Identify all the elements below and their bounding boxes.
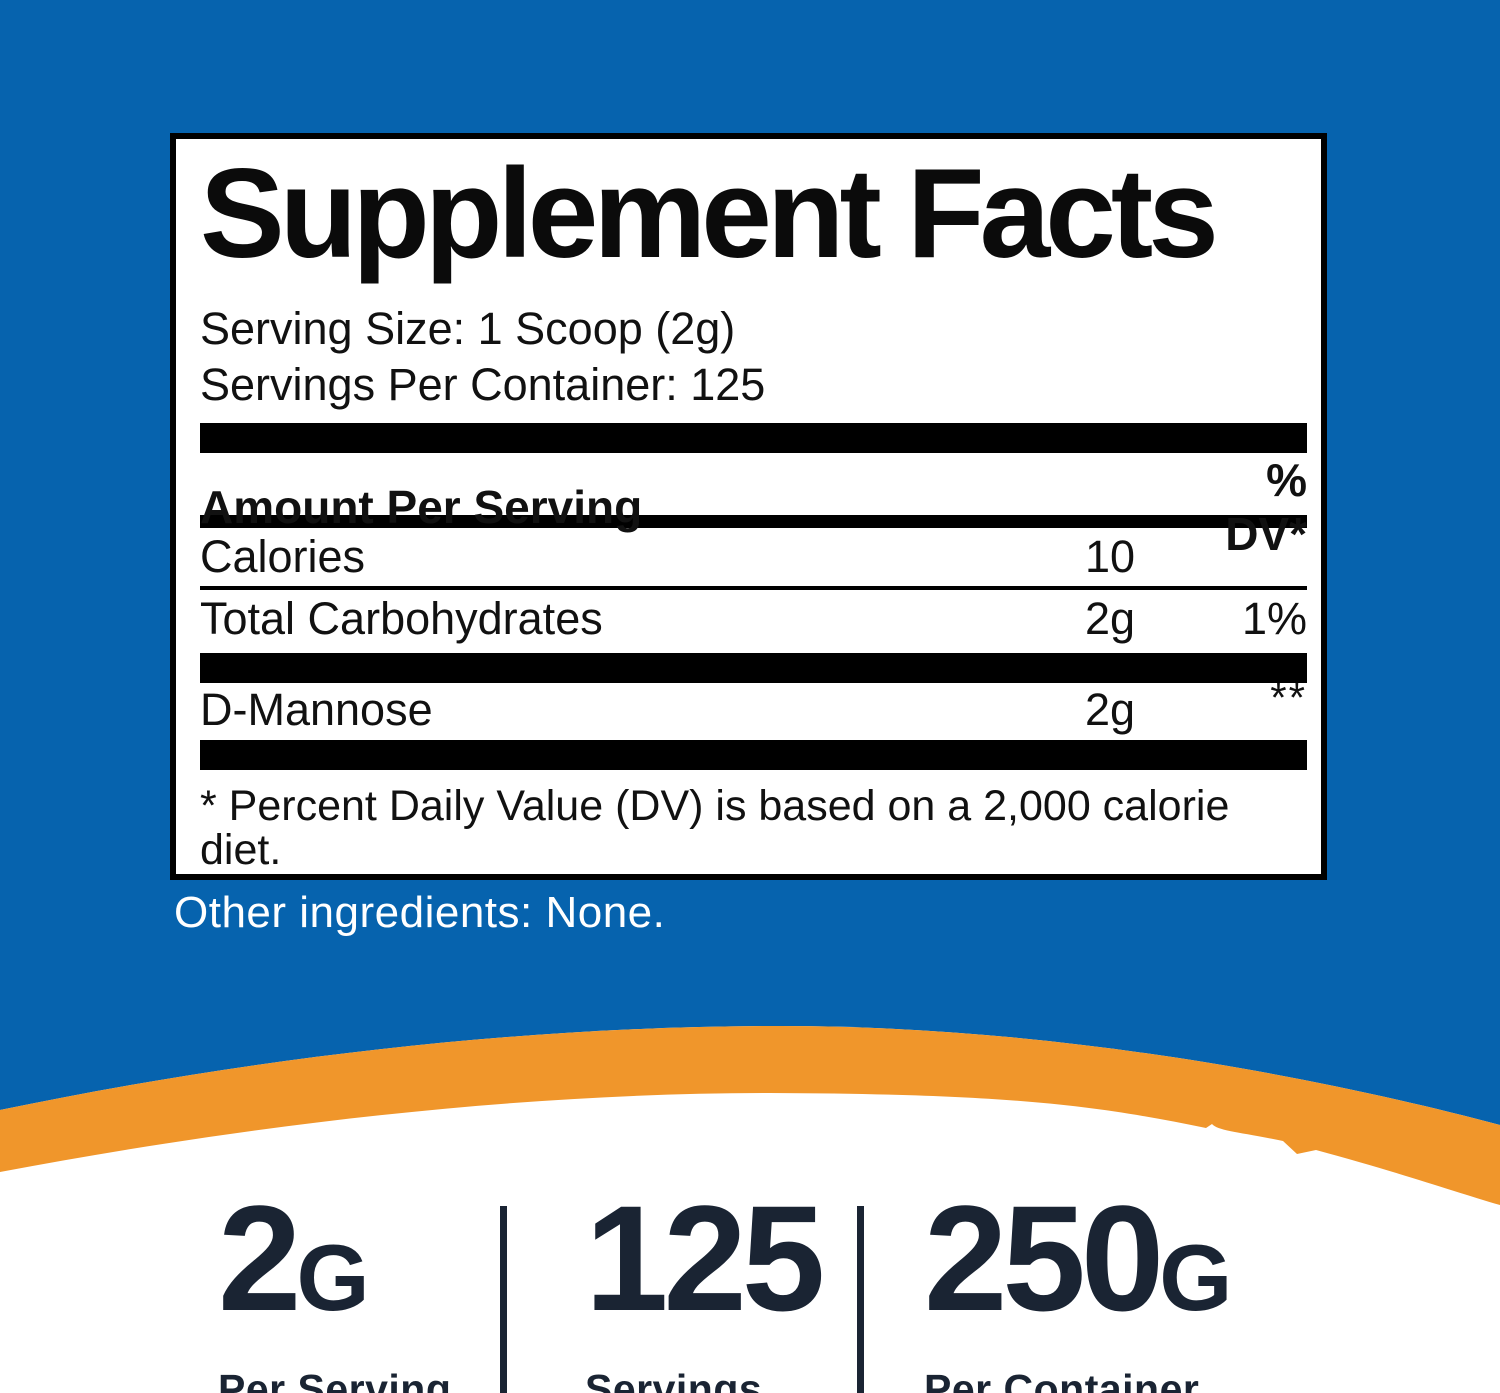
nutrient-name: D-Mannose xyxy=(200,684,433,735)
stat-label: Per Container xyxy=(924,1366,1200,1393)
nutrient-dv: ** xyxy=(1270,674,1307,721)
stat-value: 125 xyxy=(585,1183,825,1340)
panel-title: Supplement Facts xyxy=(200,142,1219,284)
supplement-facts-panel: Supplement Facts Serving Size: 1 Scoop (… xyxy=(170,133,1327,880)
stat-unit: G xyxy=(296,1225,369,1330)
stat-divider xyxy=(857,1206,864,1393)
stat-label: Per Serving xyxy=(218,1366,452,1393)
stat-number: 250 xyxy=(924,1174,1164,1342)
row-separator-line xyxy=(200,586,1307,590)
stat-value: 2G xyxy=(218,1183,451,1340)
divider-bar-thin xyxy=(200,515,1307,528)
table-row-total-carbohydrates: Total Carbohydrates 2g 1% xyxy=(200,590,1307,648)
stat-label: Servings xyxy=(585,1366,763,1393)
table-header-row: Amount Per Serving % DV* xyxy=(200,453,1307,560)
divider-bar-mid xyxy=(200,653,1307,683)
white-lower-area xyxy=(0,1026,1500,1393)
stat-value: 250G xyxy=(924,1183,1232,1340)
footnote-dv: * Percent Daily Value (DV) is based on a… xyxy=(200,782,1230,874)
stat-number: 2 xyxy=(218,1174,301,1342)
serving-size: Serving Size: 1 Scoop (2g) xyxy=(200,303,736,354)
other-ingredients: Other ingredients: None. xyxy=(174,888,666,937)
stat-number: 125 xyxy=(585,1174,825,1342)
footnote-not-established: ** Daily Value not established. xyxy=(200,872,1307,874)
amount-per-serving-header: Amount Per Serving xyxy=(200,481,643,533)
nutrient-name: Total Carbohydrates xyxy=(200,593,603,644)
nutrient-amount: 2g xyxy=(1085,684,1136,735)
nutrient-dv: 1% xyxy=(1241,593,1307,644)
table-row-d-mannose: D-Mannose 2g ** xyxy=(200,674,1307,737)
stat-per-container: 250G Per Container xyxy=(924,1183,1232,1393)
nutrient-name: Calories xyxy=(200,531,366,582)
table-row-calories: Calories 10 xyxy=(200,528,1307,586)
percent-dv-header: % DV* xyxy=(1225,454,1307,560)
stat-per-serving: 2G Per Serving xyxy=(218,1183,452,1393)
servings-per-container: Servings Per Container: 125 xyxy=(200,359,766,410)
divider-bar-top xyxy=(200,423,1307,453)
divider-bar-bottom xyxy=(200,740,1307,770)
nutrient-amount: 2g xyxy=(1085,593,1136,644)
nutrient-amount: 10 xyxy=(1085,531,1136,582)
stat-servings: 125 Servings xyxy=(585,1183,825,1393)
stat-unit: G xyxy=(1159,1225,1232,1330)
stat-divider xyxy=(500,1206,507,1393)
orange-swoosh-band xyxy=(0,1026,1500,1205)
